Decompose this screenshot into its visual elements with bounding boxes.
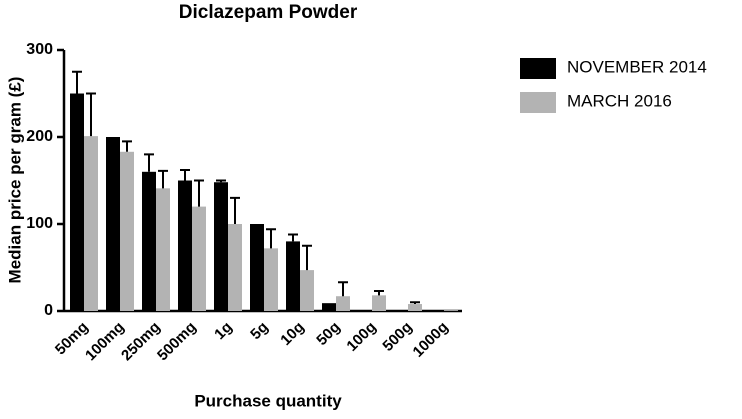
error-bar [122,140,132,152]
bar [178,180,192,311]
y-tick-label: 100 [26,215,53,232]
error-bar [338,281,348,297]
y-tick-label: 300 [26,41,53,58]
bar [214,182,228,311]
bar [106,137,120,311]
bar [372,295,386,311]
bar [408,304,422,311]
bar [156,188,170,311]
legend-swatch [520,58,556,79]
error-bar [72,70,82,94]
bar [300,270,314,311]
bar [336,296,350,311]
bar [228,224,242,311]
error-bar [194,179,204,207]
x-axis-label: Purchase quantity [194,391,342,410]
x-tick-label: 1g [211,319,235,343]
bar [70,93,84,311]
legend-swatch [520,92,556,113]
bar [286,241,300,311]
y-tick-label: 200 [26,128,53,145]
error-bar [288,233,298,242]
x-tick-label: 50g [313,319,343,349]
error-bar [410,301,420,305]
error-bar [144,153,154,172]
x-tick-label: 100mg [82,319,128,365]
bar [322,303,336,311]
bar [142,171,156,311]
error-bar [302,244,312,271]
error-bar [180,169,190,181]
x-tick-label: 1000g [410,319,452,361]
error-bar [216,179,226,183]
error-bar [158,169,168,189]
bar [444,310,458,311]
error-bar [230,196,240,224]
x-tick-label: 10g [277,319,307,349]
legend-label: MARCH 2016 [567,91,672,110]
bar [250,224,264,311]
x-tick-label: 100g [343,319,379,355]
bar [84,136,98,311]
x-tick-label: 5g [247,319,271,343]
x-tick-label: 250mg [118,319,164,365]
error-bar [266,228,276,249]
chart-title: Diclazepam Powder [179,2,358,23]
y-tick-label: 0 [44,302,53,319]
error-bar [374,289,384,296]
bar [264,248,278,311]
y-axis-label: Median price per gram (£) [5,77,24,284]
legend-label: NOVEMBER 2014 [567,57,707,76]
bar [192,206,206,311]
error-bar [86,92,96,137]
bar [120,151,134,311]
x-tick-label: 500mg [154,319,200,365]
